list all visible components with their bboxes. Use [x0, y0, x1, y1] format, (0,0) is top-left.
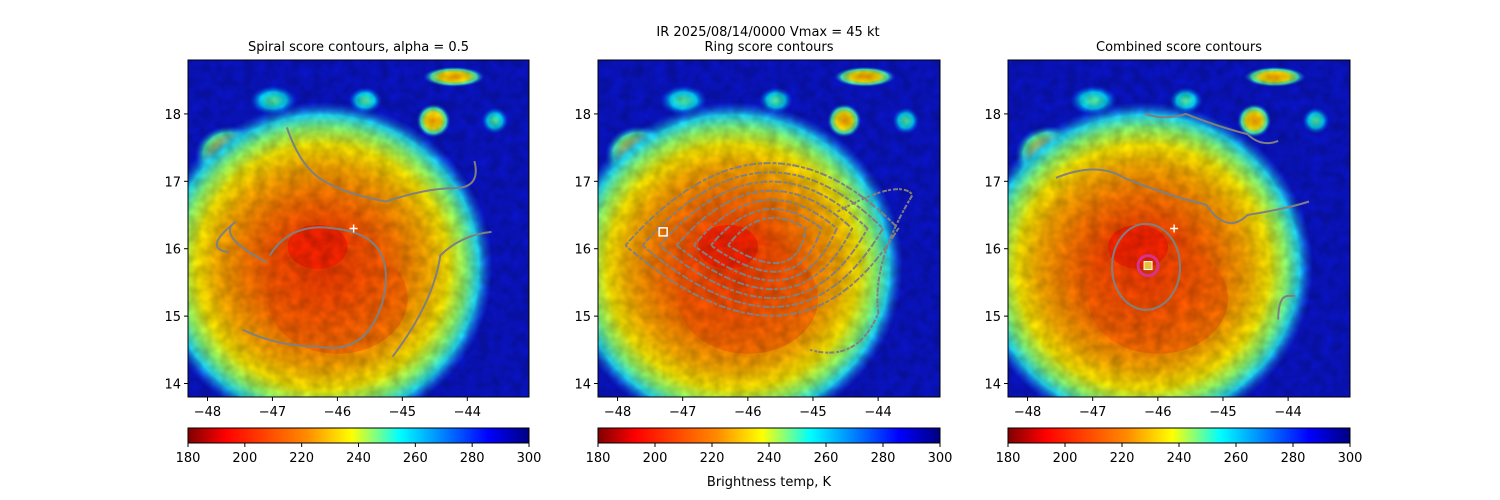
axes-frame	[187, 59, 530, 398]
ring-contour	[693, 198, 838, 282]
y-tick-label: 18	[984, 108, 1001, 123]
colorbar-tick-label: 280	[1281, 451, 1306, 466]
center-ring-marker	[1136, 254, 1160, 278]
y-tick-label: 17	[574, 175, 591, 190]
panel-title: Ring score contours	[704, 40, 833, 55]
ir-image	[188, 60, 529, 397]
spiral-contour	[242, 226, 387, 349]
panel-ring: Ring score contours −48 −47 −46 −45 −44 14 15 16…	[574, 40, 953, 466]
colorbar-tick-label: 300	[517, 451, 542, 466]
x-tick-label: −45	[1209, 405, 1236, 420]
y-tick-label: 18	[164, 108, 181, 123]
ring-contour	[641, 171, 885, 308]
ir-image	[598, 60, 940, 397]
colorbar-tick-label: 240	[757, 451, 782, 466]
colorbar-tick-label: 220	[289, 451, 314, 466]
panel-spiral: Spiral score contours, alpha = 0.5 −48 −47…	[164, 40, 542, 466]
ring-contour	[710, 207, 823, 273]
x-tick-label: −47	[259, 405, 286, 420]
ring-contour	[727, 216, 807, 264]
colorbar-tick-label: 260	[814, 451, 839, 466]
colorbar-label: Brightness temp, K	[707, 475, 832, 490]
y-tick-label: 14	[574, 378, 591, 393]
combined-contour	[1144, 112, 1279, 145]
combined-contour	[1277, 294, 1296, 320]
x-tick-label: −48	[1014, 405, 1041, 420]
y-tick-label: 15	[574, 310, 591, 325]
x-tick-label: −47	[669, 405, 696, 420]
x-tick-label: −48	[604, 405, 631, 420]
x-tick-label: −46	[734, 405, 761, 420]
texture	[188, 60, 529, 397]
colorbar-tick-label: 240	[346, 451, 371, 466]
panel-title: Combined score contours	[1096, 40, 1262, 55]
y-tick-label: 14	[984, 378, 1001, 393]
colorbar-tick-label: 200	[1053, 451, 1078, 466]
x-tick-label: −48	[194, 405, 221, 420]
y-tick-label: 15	[984, 310, 1001, 325]
combined-contour	[1055, 168, 1310, 225]
x-tick-label: −46	[324, 405, 351, 420]
plus-marker	[349, 224, 358, 233]
colorbar-tick-label: 200	[643, 451, 668, 466]
x-tick-label: −47	[1079, 405, 1106, 420]
y-tick-label: 16	[164, 243, 181, 258]
x-tick-label: −45	[389, 405, 416, 420]
colorbar-tick-label: 180	[996, 451, 1021, 466]
colorbar	[1007, 427, 1351, 444]
ring-contour	[624, 162, 900, 317]
x-tick-label: −44	[1274, 405, 1301, 420]
colorbar-tick-label: 260	[1224, 451, 1249, 466]
colorbar	[597, 427, 941, 444]
center-square-marker	[1143, 261, 1153, 271]
colorbar-tick-label: 240	[1167, 451, 1192, 466]
y-tick-label: 14	[164, 378, 181, 393]
combined-contour	[1111, 222, 1182, 311]
y-tick-label: 17	[984, 175, 1001, 190]
axes-frame	[597, 59, 941, 398]
colorbar-tick-label: 200	[232, 451, 257, 466]
y-tick-label: 15	[164, 310, 181, 325]
colorbar-tick-label: 180	[176, 451, 201, 466]
plus-marker	[1170, 224, 1179, 233]
colorbar-tick-label: 300	[1338, 451, 1363, 466]
texture	[598, 60, 940, 397]
panel-combined: Combined score contours −48 −47 −46 −45 −44 14…	[984, 40, 1363, 466]
y-tick-label: 18	[574, 108, 591, 123]
axes-frame	[1007, 59, 1351, 398]
x-tick-label: −45	[799, 405, 826, 420]
colorbar-tick-label: 280	[460, 451, 485, 466]
colorbar-tick-label: 300	[928, 451, 953, 466]
ring-contour	[658, 180, 869, 300]
x-tick-label: −46	[1144, 405, 1171, 420]
colorbar	[187, 427, 530, 444]
spiral-contour	[285, 127, 477, 203]
colorbar-tick-label: 220	[700, 451, 725, 466]
spiral-contour	[391, 230, 492, 358]
y-tick-label: 17	[164, 175, 181, 190]
panel-title: Spiral score contours, alpha = 0.5	[248, 40, 469, 55]
spiral-contour	[215, 220, 267, 264]
colorbar-tick-label: 260	[403, 451, 428, 466]
x-tick-label: −44	[454, 405, 481, 420]
square-marker	[658, 227, 668, 237]
ring-contour	[809, 188, 914, 354]
ir-image	[1008, 60, 1350, 397]
y-tick-label: 16	[574, 243, 591, 258]
colorbar-tick-label: 220	[1110, 451, 1135, 466]
y-tick-label: 16	[984, 243, 1001, 258]
texture	[1008, 60, 1350, 397]
colorbar-tick-label: 180	[586, 451, 611, 466]
ring-contour	[675, 189, 854, 291]
colorbar-tick-label: 280	[871, 451, 896, 466]
x-tick-label: −44	[864, 405, 891, 420]
figure-suptitle: IR 2025/08/14/0000 Vmax = 45 kt	[656, 25, 879, 40]
